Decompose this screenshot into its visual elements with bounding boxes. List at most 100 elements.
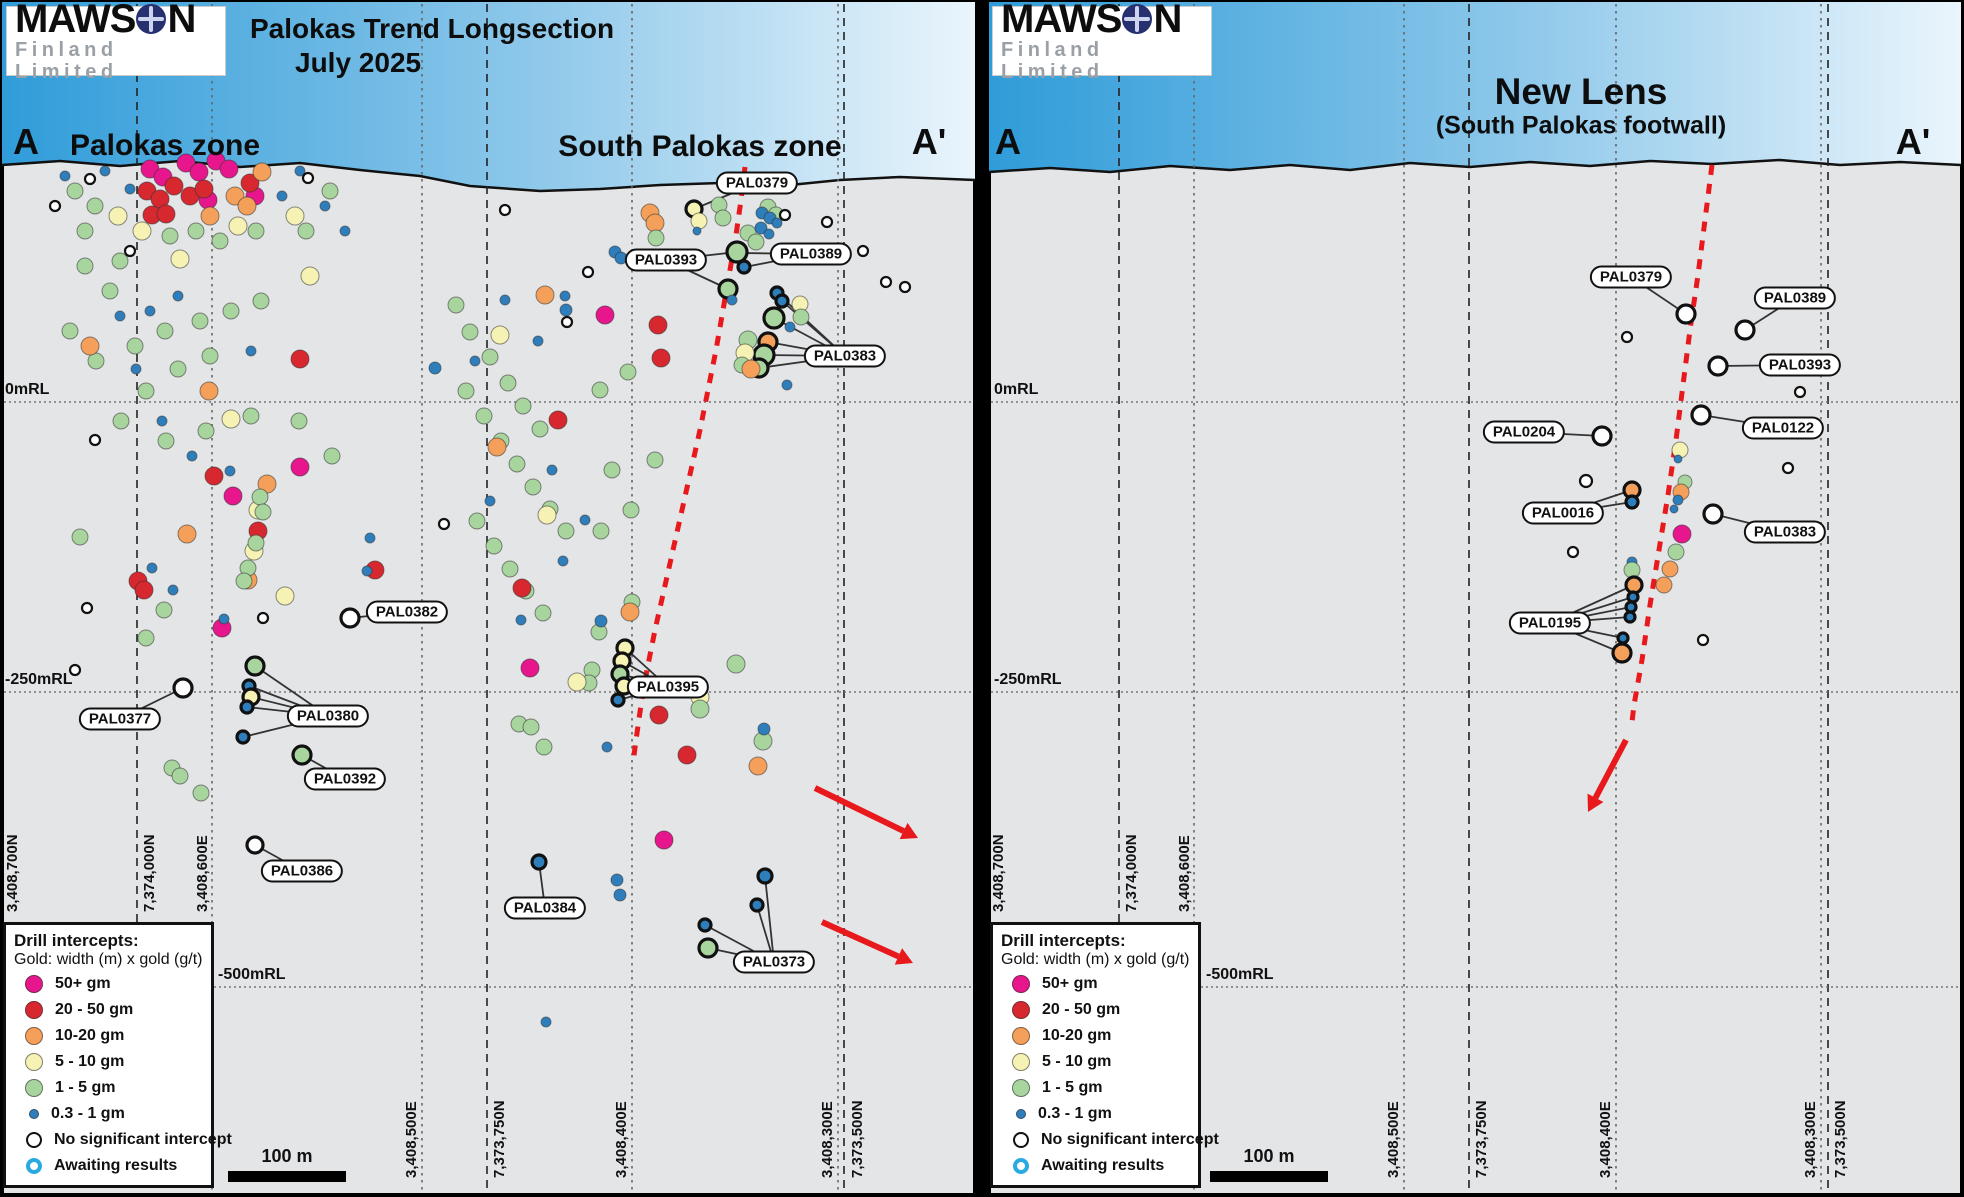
intercept-dot-o — [237, 196, 257, 216]
intercept-dot-g — [591, 381, 609, 399]
intercept-dot-g — [254, 503, 272, 521]
logo-text-right: N — [167, 0, 196, 41]
intercept-dot-r — [194, 179, 214, 199]
intercept-dot-b — [763, 228, 775, 240]
legend-item: Awaiting results — [1001, 1153, 1190, 1179]
legend-swatch-icon — [1013, 1158, 1029, 1174]
intercept-dot-o — [200, 206, 220, 226]
rl-label--250mRL: -250mRL — [994, 671, 1062, 688]
intercept-dot-b — [124, 183, 136, 195]
intercept-dot-b-collared — [530, 853, 548, 871]
legend-item: 20 - 50 gm — [1001, 997, 1190, 1023]
intercept-dot-b — [361, 565, 373, 577]
grid-label-3,408,500E: 3,408,500E — [1385, 1101, 1402, 1178]
intercept-dot-w — [256, 611, 270, 625]
intercept-dot-b-collared — [774, 293, 790, 309]
intercept-dot-b-collared — [756, 867, 774, 885]
legend-item-label: 0.3 - 1 gm — [51, 1105, 125, 1122]
intercept-dot-w-collared — [1591, 425, 1613, 447]
legend-item-label: 20 - 50 gm — [1042, 1001, 1121, 1018]
scalebar-label: 100 m — [261, 1146, 313, 1166]
legend-left: Drill intercepts: Gold: width (m) x gold… — [3, 922, 232, 1188]
legend-item-label: 20 - 50 gm — [55, 1001, 134, 1018]
intercept-dot-w — [48, 199, 62, 213]
grid-label-7,373,750N: 7,373,750N — [1473, 1100, 1490, 1178]
legend-item-label: Awaiting results — [54, 1157, 178, 1174]
intercept-dot-g — [501, 560, 519, 578]
intercept-dot-w-collared — [172, 677, 194, 699]
legend-item: No significant intercept — [14, 1127, 232, 1153]
intercept-dot-g — [235, 572, 253, 590]
intercept-dot-w — [88, 433, 102, 447]
intercept-dot-b — [186, 450, 198, 462]
intercept-dot-g — [290, 412, 308, 430]
intercept-dot-w — [1793, 385, 1807, 399]
intercept-dot-w — [778, 208, 792, 222]
intercept-dot-w — [560, 315, 574, 329]
intercept-dot-b — [532, 335, 544, 347]
intercept-dot-b — [130, 363, 142, 375]
intercept-dot-g — [522, 718, 540, 736]
intercept-dot-b — [294, 165, 306, 177]
legend-item: 10-20 gm — [1001, 1023, 1190, 1049]
legend-swatch-icon — [26, 1132, 42, 1148]
hole-label-PAL0386: PAL0386 — [260, 859, 344, 883]
legend-item-label: 5 - 10 gm — [55, 1053, 125, 1070]
intercept-dot-w-collared — [1690, 404, 1712, 426]
intercept-dot-g — [1667, 543, 1685, 561]
legend-item: 50+ gm — [1001, 971, 1190, 997]
scalebar-bar — [1210, 1171, 1328, 1182]
legend-title: Drill intercepts: — [14, 931, 139, 950]
scalebar-bar — [228, 1171, 346, 1182]
legend-swatch-icon — [1016, 1109, 1026, 1119]
intercept-dot-b — [167, 584, 179, 596]
legend-item-label: 10-20 gm — [1042, 1027, 1112, 1044]
red-arrow-shaft — [1592, 738, 1629, 800]
legend-items: 50+ gm 20 - 50 gm 10-20 gm 5 - 10 gm 1 - 5 g… — [14, 971, 232, 1179]
rl-label-0mRL: 0mRL — [994, 381, 1039, 398]
intercept-dot-o — [252, 162, 272, 182]
intercept-dot-g — [76, 257, 94, 275]
intercept-dot-b — [428, 361, 442, 375]
intercept-dot-w — [83, 172, 97, 186]
intercept-dot-r — [548, 410, 568, 430]
intercept-dot-w — [1781, 461, 1795, 475]
grid-label-3,408,500E: 3,408,500E — [403, 1101, 420, 1178]
grid-label-3,408,300E: 3,408,300E — [1802, 1101, 1819, 1178]
intercept-dot-g — [534, 604, 552, 622]
intercept-dot-y — [170, 249, 190, 269]
intercept-dot-g — [252, 292, 270, 310]
intercept-dot-b — [114, 310, 126, 322]
rl-label--500mRL: -500mRL — [218, 966, 286, 983]
legend-item: 10-20 gm — [14, 1023, 203, 1049]
red-trend-dashed-line — [1629, 164, 1715, 723]
intercept-dot-g — [155, 601, 173, 619]
intercept-dot-w-collared — [1702, 503, 1724, 525]
legend-swatch-icon — [25, 1001, 43, 1019]
intercept-dot-w — [879, 275, 893, 289]
logo-text-right: N — [1153, 0, 1182, 41]
red-arrow-shaft — [820, 919, 900, 960]
intercept-dot-y — [132, 221, 152, 241]
legend-item: 5 - 10 gm — [14, 1049, 203, 1075]
legend-swatch-icon — [1012, 1001, 1030, 1019]
intercept-dot-w — [80, 601, 94, 615]
intercept-dot-g — [726, 654, 746, 674]
hole-label-PAL0377: PAL0377 — [78, 707, 162, 731]
intercept-dot-g — [156, 322, 174, 340]
legend-swatch-icon — [25, 1053, 43, 1071]
legend-subtitle: Gold: width (m) x gold (g/t) — [1001, 951, 1190, 968]
intercept-dot-g — [112, 412, 130, 430]
hole-label-PAL0389: PAL0389 — [1753, 286, 1837, 310]
intercept-dot-b — [557, 555, 569, 567]
intercept-dot-m — [219, 159, 239, 179]
intercept-dot-g — [647, 229, 665, 247]
intercept-dot-w-collared — [339, 607, 361, 629]
intercept-dot-r — [240, 173, 260, 193]
legend-item-label: Awaiting results — [1041, 1157, 1165, 1174]
intercept-dot-b — [610, 873, 624, 887]
legend-item-label: 50+ gm — [1042, 975, 1098, 992]
intercept-dot-b — [276, 190, 288, 202]
intercept-dot-b — [540, 1016, 552, 1028]
